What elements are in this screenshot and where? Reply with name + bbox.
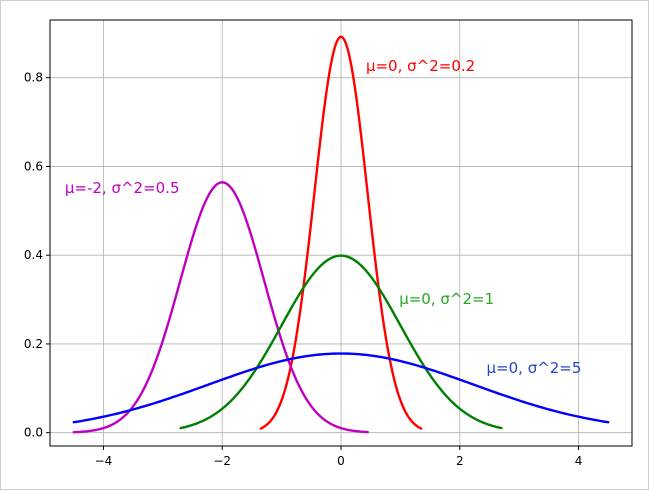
series-line-0 [259,35,423,430]
x-tick-label: 4 [575,454,583,468]
x-tick-label: 2 [456,454,464,468]
y-tick-label: 0.4 [24,248,43,262]
series-line-1 [72,181,369,434]
curves [72,35,610,434]
x-tick-label: −4 [95,454,113,468]
ticks: −4 −2 0 2 4 0.0 0.2 0.4 0.6 0.8 [24,71,582,468]
series-line-2 [179,254,503,430]
y-tick-label: 0.6 [24,159,43,173]
series-line-3 [72,352,610,424]
y-tick-label: 0.8 [24,71,43,85]
y-tick-label: 0.2 [24,337,43,351]
grid-lines [50,20,632,446]
x-tick-label: −2 [213,454,231,468]
curve-annotation: μ=0, σ^2=5 [487,359,582,377]
curve-annotation: μ=0, σ^2=0.2 [366,57,475,75]
curve-annotation: μ=0, σ^2=1 [399,290,494,308]
annotations: μ=0, σ^2=0.2 μ=-2, σ^2=0.5 μ=0, σ^2=1 μ=0, … [65,57,582,377]
curve-annotation: μ=-2, σ^2=0.5 [65,179,180,197]
x-tick-label: 0 [337,454,345,468]
y-tick-label: 0.0 [24,426,43,440]
